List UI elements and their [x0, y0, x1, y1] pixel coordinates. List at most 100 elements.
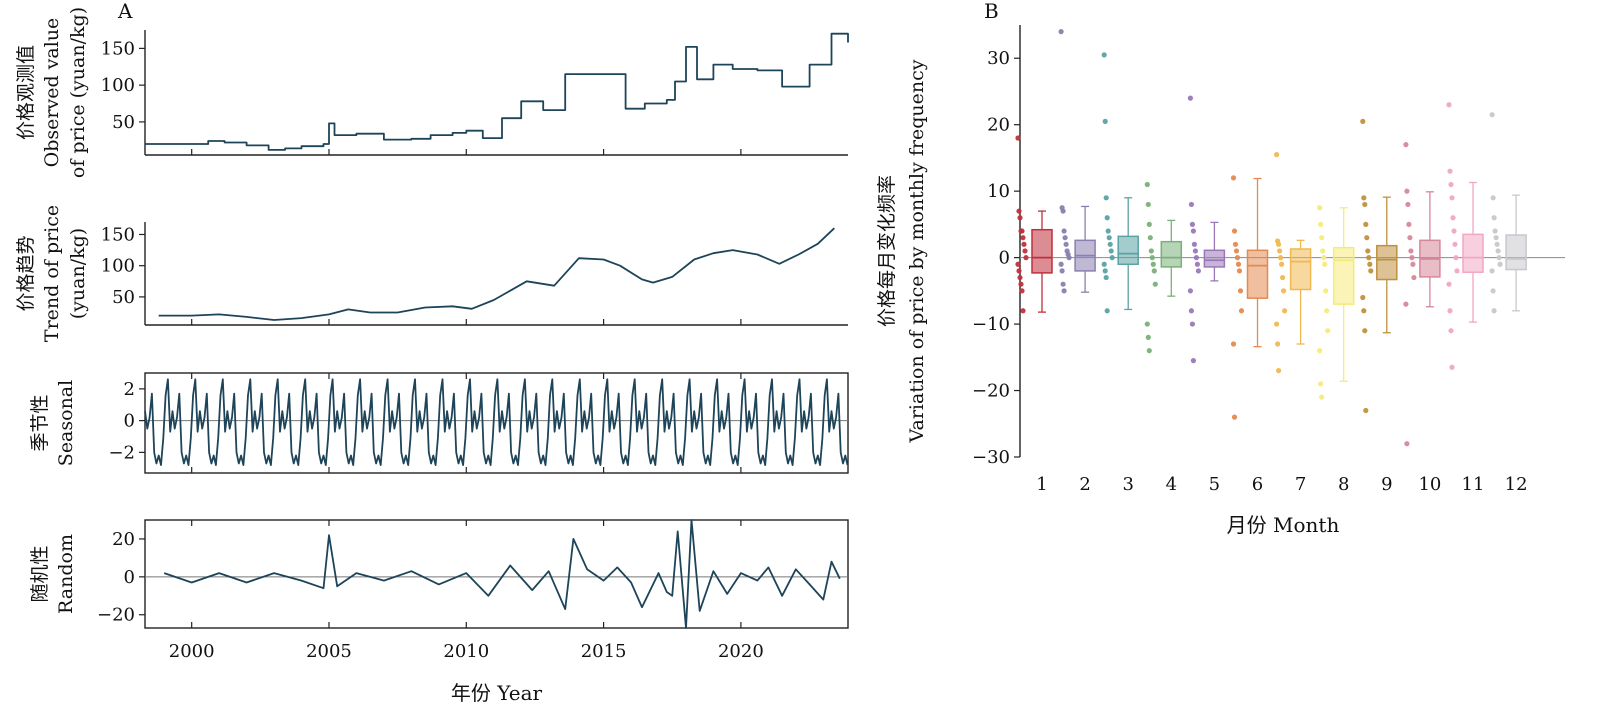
data-point: [1187, 95, 1193, 101]
y-tick-label: 100: [101, 256, 135, 277]
y-axis-label: Seasonal: [55, 380, 77, 466]
x-tick-label: 7: [1295, 474, 1306, 495]
data-point: [1232, 241, 1239, 247]
data-point: [1015, 261, 1021, 267]
data-point: [1319, 394, 1325, 400]
data-point: [1101, 261, 1107, 267]
data-point: [1144, 321, 1150, 327]
data-point: [1454, 268, 1460, 274]
data-point: [1495, 248, 1501, 254]
x-tick-label: 10: [1418, 474, 1441, 495]
x-tick-label: 2005: [306, 641, 352, 662]
data-point: [1020, 308, 1026, 314]
data-point: [1447, 308, 1453, 314]
data-point: [1446, 281, 1452, 287]
box: [1031, 228, 1053, 274]
data-point: [1193, 255, 1199, 261]
data-point: [1230, 175, 1237, 181]
month-12: [1489, 112, 1527, 314]
month-3: [1101, 52, 1139, 314]
series-line-random: [163, 519, 841, 629]
data-point: [1449, 195, 1455, 201]
data-point: [1404, 188, 1410, 194]
data-point: [1361, 308, 1367, 314]
data-point: [1063, 241, 1069, 247]
y-tick-label: −10: [972, 314, 1010, 335]
data-point: [1230, 341, 1237, 347]
x-axis-label: 年份 Year: [451, 681, 543, 705]
data-point: [1020, 235, 1026, 241]
data-point: [1148, 248, 1154, 254]
month-11: [1446, 102, 1484, 370]
panel-a-label: A: [117, 0, 133, 23]
subplot-frame: [144, 519, 849, 629]
data-point: [1366, 255, 1372, 261]
data-point: [1490, 288, 1496, 294]
y-axis-label: 随机性: [29, 545, 51, 602]
month-9: [1360, 118, 1398, 414]
y-tick-label: 30: [987, 48, 1010, 69]
x-tick-label: 6: [1252, 474, 1263, 495]
subplot-seasonal: −2 0 2 季节性 Seasonal: [29, 372, 849, 474]
y-axis-label: 季节性: [29, 394, 51, 451]
data-point: [1238, 308, 1245, 314]
y-axis-label: 价格趋势: [15, 235, 37, 311]
box: [1160, 240, 1183, 268]
data-point: [1448, 181, 1454, 188]
y-tick-label: 20: [987, 115, 1010, 136]
subplot-trend: 50 100 150 价格趋势 Trend of price (yuan/kg): [15, 205, 848, 342]
data-point: [1195, 268, 1201, 274]
data-point: [1319, 235, 1325, 241]
data-point: [1276, 368, 1282, 374]
data-point: [1446, 102, 1452, 108]
data-point: [1234, 255, 1241, 261]
data-point: [1492, 228, 1498, 234]
y-tick-label: −20: [972, 381, 1010, 402]
data-point: [1189, 321, 1195, 327]
data-point: [1236, 268, 1243, 274]
data-point: [1360, 294, 1366, 301]
data-point: [1365, 248, 1371, 254]
data-point: [1021, 241, 1027, 247]
y-tick-label: 0: [124, 567, 135, 588]
data-point: [1360, 118, 1366, 124]
x-tick-label: 11: [1462, 474, 1485, 495]
x-tick-label: 12: [1505, 474, 1528, 495]
y-tick-label: 50: [112, 287, 135, 308]
data-point: [1368, 268, 1374, 274]
x-tick-label: 3: [1122, 474, 1133, 495]
data-point: [1022, 248, 1028, 254]
data-point: [1188, 308, 1194, 314]
data-point: [1407, 235, 1413, 241]
box: [1246, 249, 1269, 299]
y-tick-label: −2: [108, 442, 135, 463]
data-point: [1404, 441, 1410, 447]
data-point: [1411, 274, 1417, 281]
box: [1332, 246, 1355, 305]
x-axis-label: 月份 Month: [1227, 513, 1340, 537]
data-point: [1023, 255, 1029, 261]
data-point: [1497, 261, 1503, 267]
y-axis-label: Trend of price: [41, 205, 63, 342]
x-tick-label: 8: [1338, 474, 1349, 495]
series-line-trend: [158, 227, 835, 321]
data-point: [1016, 268, 1022, 274]
data-point: [1491, 308, 1497, 314]
y-tick-label: 0: [999, 248, 1010, 269]
data-point: [1410, 261, 1416, 267]
data-point: [1321, 255, 1327, 261]
month-4: [1144, 181, 1183, 354]
data-point: [1018, 281, 1024, 287]
box: [1462, 233, 1484, 273]
data-point: [1317, 205, 1323, 211]
data-point: [1362, 328, 1368, 334]
box: [1117, 235, 1139, 266]
data-point: [1152, 281, 1158, 287]
data-point: [1361, 195, 1367, 201]
data-point: [1494, 241, 1500, 247]
data-point: [1491, 215, 1497, 221]
box: [1203, 249, 1226, 268]
data-point: [1279, 261, 1285, 267]
data-point: [1451, 228, 1457, 234]
